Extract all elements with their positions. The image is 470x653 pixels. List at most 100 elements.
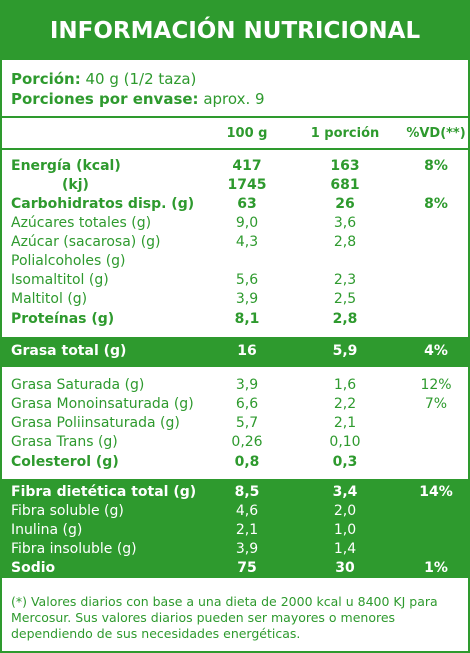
row-value-100g: 4,6 <box>235 503 259 519</box>
row-value-100g: 417 <box>232 158 262 174</box>
row-value-100g: 0,26 <box>231 434 263 450</box>
table-row: Grasa Monoinsaturada (g) 6,6 2,2 7% <box>2 395 468 414</box>
row-value-portion: 0,10 <box>329 434 361 450</box>
row-value-100g: 75 <box>237 560 257 576</box>
row-label: Carbohidratos disp. (g) <box>11 196 195 212</box>
table-row: Proteínas (g) 8,1 2,8 <box>2 310 468 329</box>
row-value-vd: 14% <box>419 484 453 500</box>
row-label: Grasa Poliinsaturada (g) <box>11 415 180 431</box>
row-value-100g: 3,9 <box>235 291 259 307</box>
row-value-100g: 0,8 <box>234 454 260 470</box>
row-label: Sodio <box>11 560 56 576</box>
row-label: Polialcoholes (g) <box>11 253 126 269</box>
row-label: Proteínas (g) <box>11 311 115 327</box>
row-value-100g: 8,5 <box>234 484 260 500</box>
table-row: Isomaltitol (g) 5,6 2,3 <box>2 271 468 290</box>
row-value-portion: 3,6 <box>333 215 357 231</box>
table-row: (kj) 1745 681 <box>2 176 468 195</box>
servings-value: aprox. 9 <box>203 90 265 108</box>
row-label: Maltitol (g) <box>11 291 88 307</box>
row-value-portion: 3,4 <box>332 484 358 500</box>
column-headers: 100 g 1 porción %VD(**) <box>2 124 468 143</box>
table-row: Grasa Poliinsaturada (g) 5,7 2,1 <box>2 414 468 433</box>
table-row: Fibra dietética total (g) 8,5 3,4 14% <box>2 483 468 502</box>
row-value-100g: 2,1 <box>235 522 259 538</box>
divider <box>2 148 468 150</box>
row-value-vd: 8% <box>424 158 448 174</box>
row-label: Grasa Saturada (g) <box>11 377 145 393</box>
table-row: Grasa Saturada (g) 3,9 1,6 12% <box>2 376 468 395</box>
table-row: Carbohidratos disp. (g) 63 26 8% <box>2 195 468 214</box>
panel-title: INFORMACIÓN NUTRICIONAL <box>2 2 468 60</box>
row-value-portion: 2,8 <box>333 234 357 250</box>
row-label: Fibra insoluble (g) <box>11 541 137 557</box>
table-row: Colesterol (g) 0,8 0,3 <box>2 453 468 472</box>
row-value-100g: 3,9 <box>235 377 259 393</box>
row-value-portion: 1,4 <box>333 541 357 557</box>
row-value-vd: 1% <box>424 560 448 576</box>
table-row: Grasa total (g) 16 5,9 4% <box>2 342 468 361</box>
row-value-portion: 0,3 <box>332 454 358 470</box>
row-value-100g: 16 <box>237 343 257 359</box>
table-row: Energía (kcal) 417 163 8% <box>2 157 468 176</box>
row-value-100g: 1745 <box>227 177 267 193</box>
row-value-100g: 5,6 <box>235 272 259 288</box>
table-row: Inulina (g) 2,1 1,0 <box>2 521 468 540</box>
row-label: (kj) <box>62 177 89 193</box>
row-value-portion: 681 <box>330 177 360 193</box>
row-value-portion: 1,6 <box>333 377 357 393</box>
row-label: Isomaltitol (g) <box>11 272 109 288</box>
row-value-100g: 9,0 <box>235 215 259 231</box>
row-value-portion: 163 <box>330 158 360 174</box>
portion-label: Porción: <box>11 70 81 88</box>
row-value-vd: 7% <box>424 396 448 412</box>
row-value-vd: 4% <box>424 343 448 359</box>
table-row: Sodio 75 30 1% <box>2 559 468 578</box>
row-value-portion: 30 <box>335 560 355 576</box>
row-value-portion: 2,2 <box>333 396 357 412</box>
row-value-portion: 1,0 <box>333 522 357 538</box>
table-row: Maltitol (g) 3,9 2,5 <box>2 290 468 309</box>
table-row: Azúcar (sacarosa) (g) 4,3 2,8 <box>2 233 468 252</box>
portion-line: Porción: 40 g (1/2 taza) <box>11 69 265 89</box>
row-value-100g: 3,9 <box>235 541 259 557</box>
row-value-portion: 2,5 <box>333 291 357 307</box>
row-value-100g: 6,6 <box>235 396 259 412</box>
row-label: Azúcares totales (g) <box>11 215 152 231</box>
divider <box>2 116 468 118</box>
table-row: Azúcares totales (g) 9,0 3,6 <box>2 214 468 233</box>
table-row: Polialcoholes (g) <box>2 252 468 271</box>
row-value-100g: 8,1 <box>234 311 260 327</box>
row-value-100g: 63 <box>237 196 257 212</box>
header-vd: %VD(**) <box>406 126 466 141</box>
header-100g: 100 g <box>226 126 268 141</box>
row-label: Inulina (g) <box>11 522 83 538</box>
table-row: Fibra soluble (g) 4,6 2,0 <box>2 502 468 521</box>
row-label: Energía (kcal) <box>11 158 121 174</box>
table-row: Fibra insoluble (g) 3,9 1,4 <box>2 540 468 559</box>
row-label: Azúcar (sacarosa) (g) <box>11 234 161 250</box>
row-value-portion: 2,0 <box>333 503 357 519</box>
row-label: Fibra dietética total (g) <box>11 484 197 500</box>
row-value-vd: 8% <box>424 196 448 212</box>
row-value-portion: 26 <box>335 196 355 212</box>
fiber-band: Fibra dietética total (g) 8,5 3,4 14% Fi… <box>2 479 468 578</box>
portion-value: 40 g (1/2 taza) <box>85 70 197 88</box>
row-value-portion: 2,1 <box>333 415 357 431</box>
footnote: (*) Valores diarios con base a una dieta… <box>11 594 438 641</box>
row-value-vd: 12% <box>420 377 452 393</box>
table-row: Grasa Trans (g) 0,26 0,10 <box>2 433 468 452</box>
header-portion: 1 porción <box>310 126 380 141</box>
row-label: Fibra soluble (g) <box>11 503 124 519</box>
row-value-100g: 4,3 <box>235 234 259 250</box>
fat-band: Grasa total (g) 16 5,9 4% <box>2 337 468 367</box>
servings-label: Porciones por envase: <box>11 90 199 108</box>
row-label: Colesterol (g) <box>11 454 119 470</box>
row-value-portion: 5,9 <box>332 343 358 359</box>
row-value-portion: 2,3 <box>333 272 357 288</box>
portion-info: Porción: 40 g (1/2 taza) Porciones por e… <box>11 69 265 109</box>
row-value-100g: 5,7 <box>235 415 259 431</box>
servings-line: Porciones por envase: aprox. 9 <box>11 89 265 109</box>
row-value-portion: 2,8 <box>332 311 358 327</box>
